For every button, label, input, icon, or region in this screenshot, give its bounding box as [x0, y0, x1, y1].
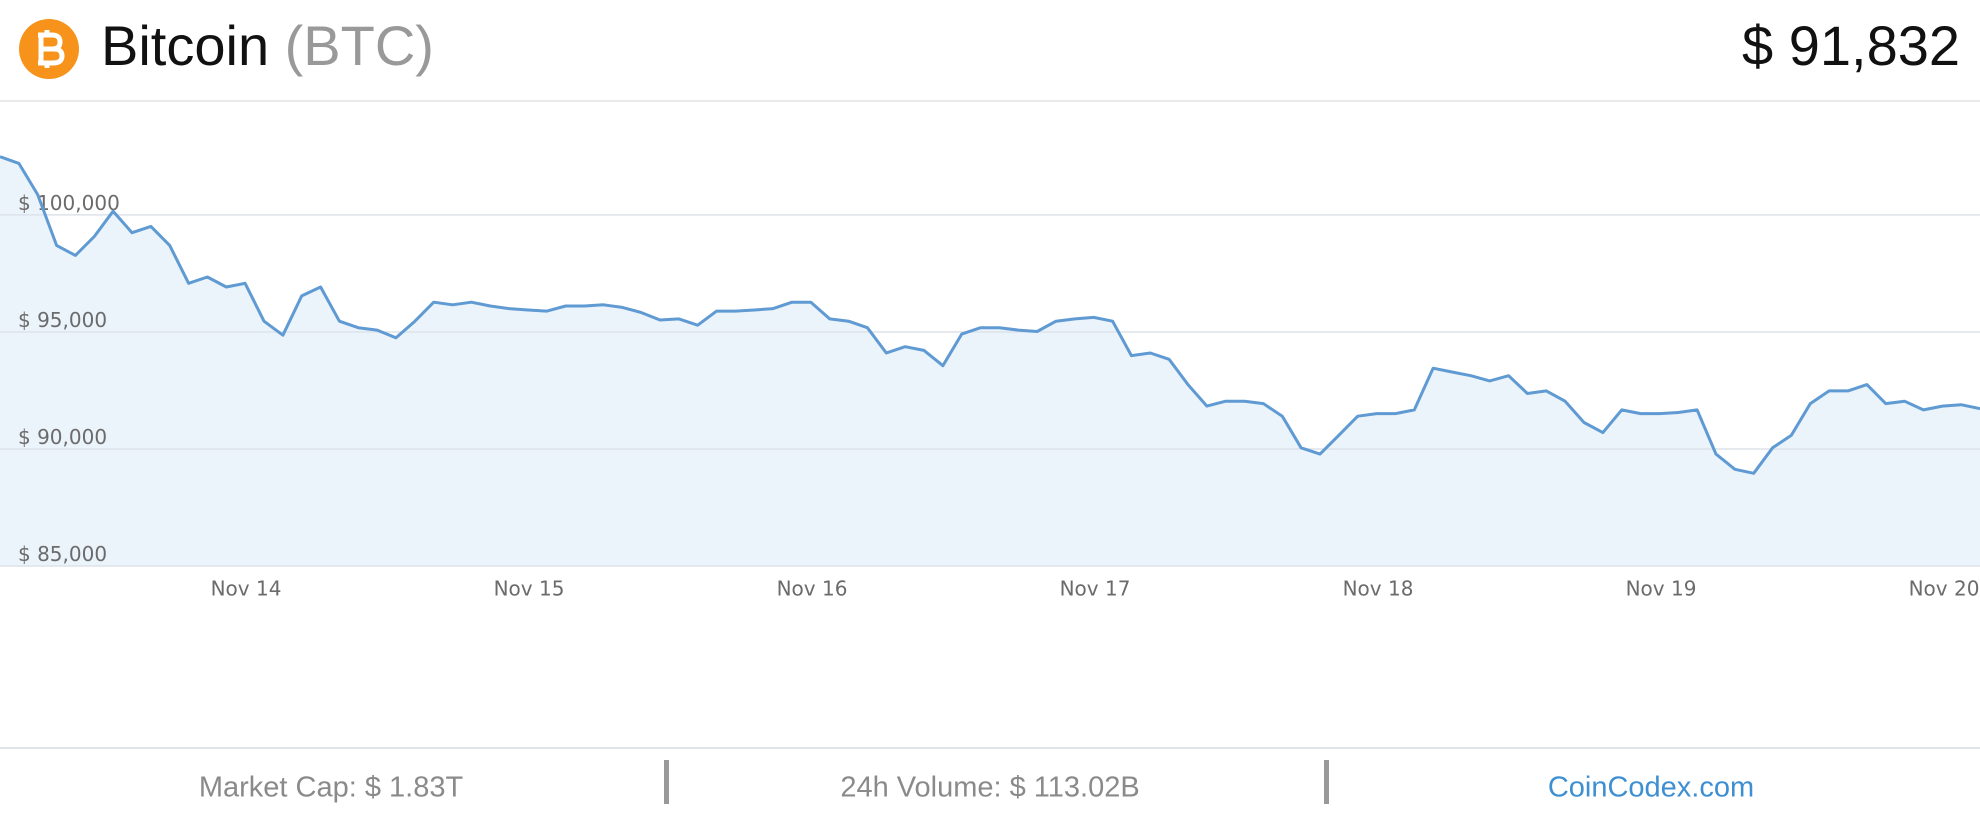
y-tick-label: $ 85,000 [18, 542, 107, 566]
price-line [0, 155, 1980, 475]
x-tick-label: Nov 17 [1060, 577, 1131, 601]
y-tick-label: $ 95,000 [18, 308, 107, 332]
y-tick-label: $ 100,000 [18, 191, 120, 215]
separator [1324, 760, 1329, 804]
plot: $ 85,000 $ 90,000 $ 95,000 $ 100,000 Nov 14 N… [0, 155, 1980, 601]
coin-symbol: (BTC) [285, 14, 434, 77]
price: $ 91,832 [1742, 14, 1960, 77]
x-tick-label: Nov 19 [1626, 577, 1697, 601]
volume: 24h Volume: $ 113.02B [840, 772, 1139, 804]
area [0, 156, 1980, 566]
market-cap: Market Cap: $ 1.83T [199, 772, 464, 804]
source-link[interactable]: CoinCodex.com [1548, 772, 1754, 804]
x-tick-label: Nov 18 [1343, 577, 1414, 601]
x-tick-label: Nov 20 [1909, 577, 1980, 601]
bitcoin-icon [19, 19, 79, 79]
y-tick-label: $ 90,000 [18, 425, 107, 449]
separator [664, 760, 669, 804]
x-tick-label: Nov 15 [494, 577, 565, 601]
x-tick-label: Nov 14 [211, 577, 282, 601]
coin-title: Bitcoin (BTC) [101, 14, 434, 77]
x-tick-label: Nov 16 [777, 577, 848, 601]
coin-name: Bitcoin [101, 14, 269, 77]
